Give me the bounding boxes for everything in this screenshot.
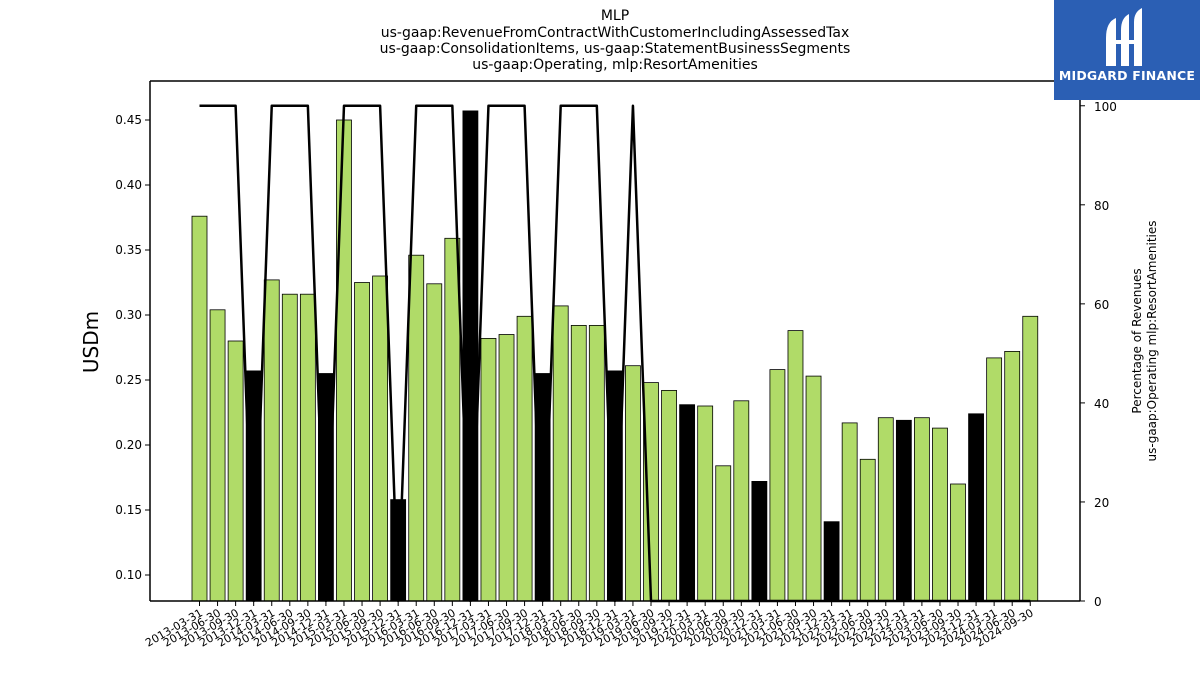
bar-2013-06-30 xyxy=(209,309,226,602)
midgard-logo-icon xyxy=(1106,8,1142,66)
bar-2020-09-30 xyxy=(733,400,750,602)
y-tick-label: 0.15 xyxy=(115,503,142,517)
bar-2022-03-31 xyxy=(841,422,858,602)
logo-text: MIDGARD FINANCE xyxy=(1058,68,1196,83)
y-axis-left-ticks: 0.10 0.15 0.20 0.25 0.30 0.35 0.40 0.45 xyxy=(115,113,150,582)
bar-2021-03-31 xyxy=(769,369,786,602)
bar-2016-09-30 xyxy=(444,237,461,602)
y-tick-label: 0.40 xyxy=(115,178,142,192)
bar-2024-09-30 xyxy=(1022,315,1039,602)
x-axis-ticks: 2013-03-312013-06-302013-09-302013-12-31… xyxy=(143,601,1036,650)
y-right-tick-label: 60 xyxy=(1094,298,1109,312)
y-right-tick-label: 100 xyxy=(1094,100,1117,114)
bar-2021-09-30 xyxy=(805,375,822,602)
bar-2020-06-30 xyxy=(715,465,732,602)
bar-2015-09-30 xyxy=(372,275,389,602)
bar-2020-12-31 xyxy=(751,480,768,602)
bar-2021-12-31 xyxy=(823,521,840,602)
bar-2024-06-30 xyxy=(1004,350,1021,602)
y-tick-label: 0.20 xyxy=(115,438,142,452)
bar-2014-09-30 xyxy=(299,293,316,602)
bar-2023-03-31 xyxy=(914,417,930,602)
bar-2015-03-31 xyxy=(336,119,352,602)
bar-2020-03-31 xyxy=(697,405,714,602)
y-tick-label: 0.30 xyxy=(115,308,142,322)
bar-2014-06-30 xyxy=(281,293,298,602)
midgard-finance-logo: MIDGARD FINANCE xyxy=(1054,0,1200,100)
bar-2017-03-31 xyxy=(480,337,497,602)
bar-2013-03-31 xyxy=(191,215,208,602)
bar-2016-12-31 xyxy=(462,110,479,602)
bar-2017-06-30 xyxy=(498,334,515,602)
title-line-3: us-gaap:ConsolidationItems, us-gaap:Stat… xyxy=(380,41,851,57)
y-tick-label: 0.45 xyxy=(115,113,142,127)
y-tick-label: 0.25 xyxy=(115,373,142,387)
bar-2018-09-30 xyxy=(588,324,605,602)
bar-series xyxy=(191,110,1039,602)
bar-2019-09-30 xyxy=(661,389,677,602)
bar-2023-12-31 xyxy=(968,413,984,602)
y-right-tick-label: 80 xyxy=(1094,199,1109,213)
title-line-1: MLP xyxy=(601,8,629,24)
bar-2019-03-31 xyxy=(625,365,641,602)
title-line-4: us-gaap:Operating, mlp:ResortAmenities xyxy=(472,57,758,73)
bar-2018-03-31 xyxy=(552,305,569,602)
y-tick-label: 0.10 xyxy=(115,568,142,582)
bar-2021-06-30 xyxy=(787,330,804,602)
bar-2015-06-30 xyxy=(354,282,370,602)
bar-2013-09-30 xyxy=(227,340,244,602)
bar-2019-12-31 xyxy=(679,404,696,602)
y-axis-right-ticks: 0 20 40 60 80 100 xyxy=(1080,100,1117,609)
y-tick-label: 0.35 xyxy=(115,243,142,257)
bar-2016-03-31 xyxy=(408,254,425,602)
bar-2022-06-30 xyxy=(859,458,876,602)
y-axis-right-label-line-1: Percentage of Revenues xyxy=(1130,268,1144,413)
bar-2016-06-30 xyxy=(426,283,443,602)
y-axis-right-label-line-2: us-gaap:Operating mlp:ResortAmenities xyxy=(1145,221,1159,462)
chart-title: MLP us-gaap:RevenueFromContractWithCusto… xyxy=(380,8,851,73)
bar-2014-03-31 xyxy=(263,279,280,602)
bar-2022-12-31 xyxy=(895,419,912,602)
bar-2022-09-30 xyxy=(877,417,894,602)
title-line-2: us-gaap:RevenueFromContractWithCustomerI… xyxy=(381,25,850,41)
y-right-tick-label: 20 xyxy=(1094,496,1109,510)
bar-2023-06-30 xyxy=(932,427,948,602)
y-right-tick-label: 40 xyxy=(1094,397,1109,411)
y-axis-label: USDm xyxy=(79,311,103,373)
bar-2017-09-30 xyxy=(516,315,533,602)
y-right-tick-label: 0 xyxy=(1094,595,1102,609)
bar-2024-03-31 xyxy=(986,357,1003,602)
bar-2023-09-30 xyxy=(950,483,966,602)
bar-2018-06-30 xyxy=(570,324,587,602)
